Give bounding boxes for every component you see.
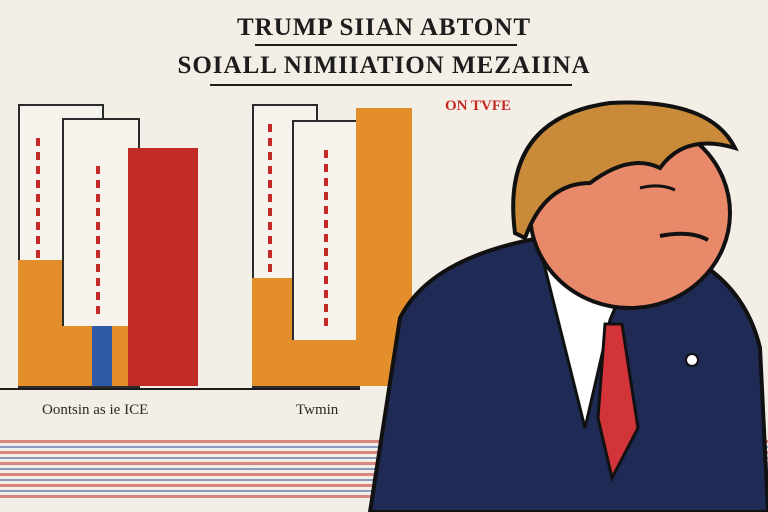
left-dash-1 bbox=[36, 138, 40, 258]
figure-illustration bbox=[367, 100, 768, 512]
title-line-2: SOIALL NIMIIATION MEZAIINA bbox=[177, 52, 591, 79]
left-bar-red bbox=[128, 148, 198, 386]
chart-baseline bbox=[0, 388, 360, 390]
subtitle-underline bbox=[210, 84, 572, 86]
right-bar-orange-1 bbox=[252, 278, 292, 386]
left-bar-orange-2 bbox=[62, 326, 92, 386]
lapel-pin bbox=[685, 353, 699, 367]
mouth bbox=[659, 231, 709, 242]
left-dash-2 bbox=[96, 166, 100, 316]
tvfe-badge: ON TVFE bbox=[445, 98, 511, 114]
left-bar-orange-3 bbox=[112, 326, 130, 386]
right-dash-2 bbox=[324, 150, 328, 330]
left-bar-orange-1 bbox=[18, 260, 62, 386]
right-dash-1 bbox=[268, 124, 272, 274]
left-bar-blue bbox=[92, 326, 112, 386]
hair bbox=[511, 100, 739, 241]
title-underline bbox=[255, 44, 517, 46]
red-tie bbox=[596, 322, 640, 483]
title-line-1: TRUMP SIIAN ABTONT bbox=[237, 14, 531, 41]
label-right: Twmin bbox=[296, 402, 339, 418]
eye bbox=[639, 184, 676, 192]
right-bar-orange-2 bbox=[292, 340, 356, 386]
label-left: Oontsin as ie ICE bbox=[42, 402, 149, 418]
